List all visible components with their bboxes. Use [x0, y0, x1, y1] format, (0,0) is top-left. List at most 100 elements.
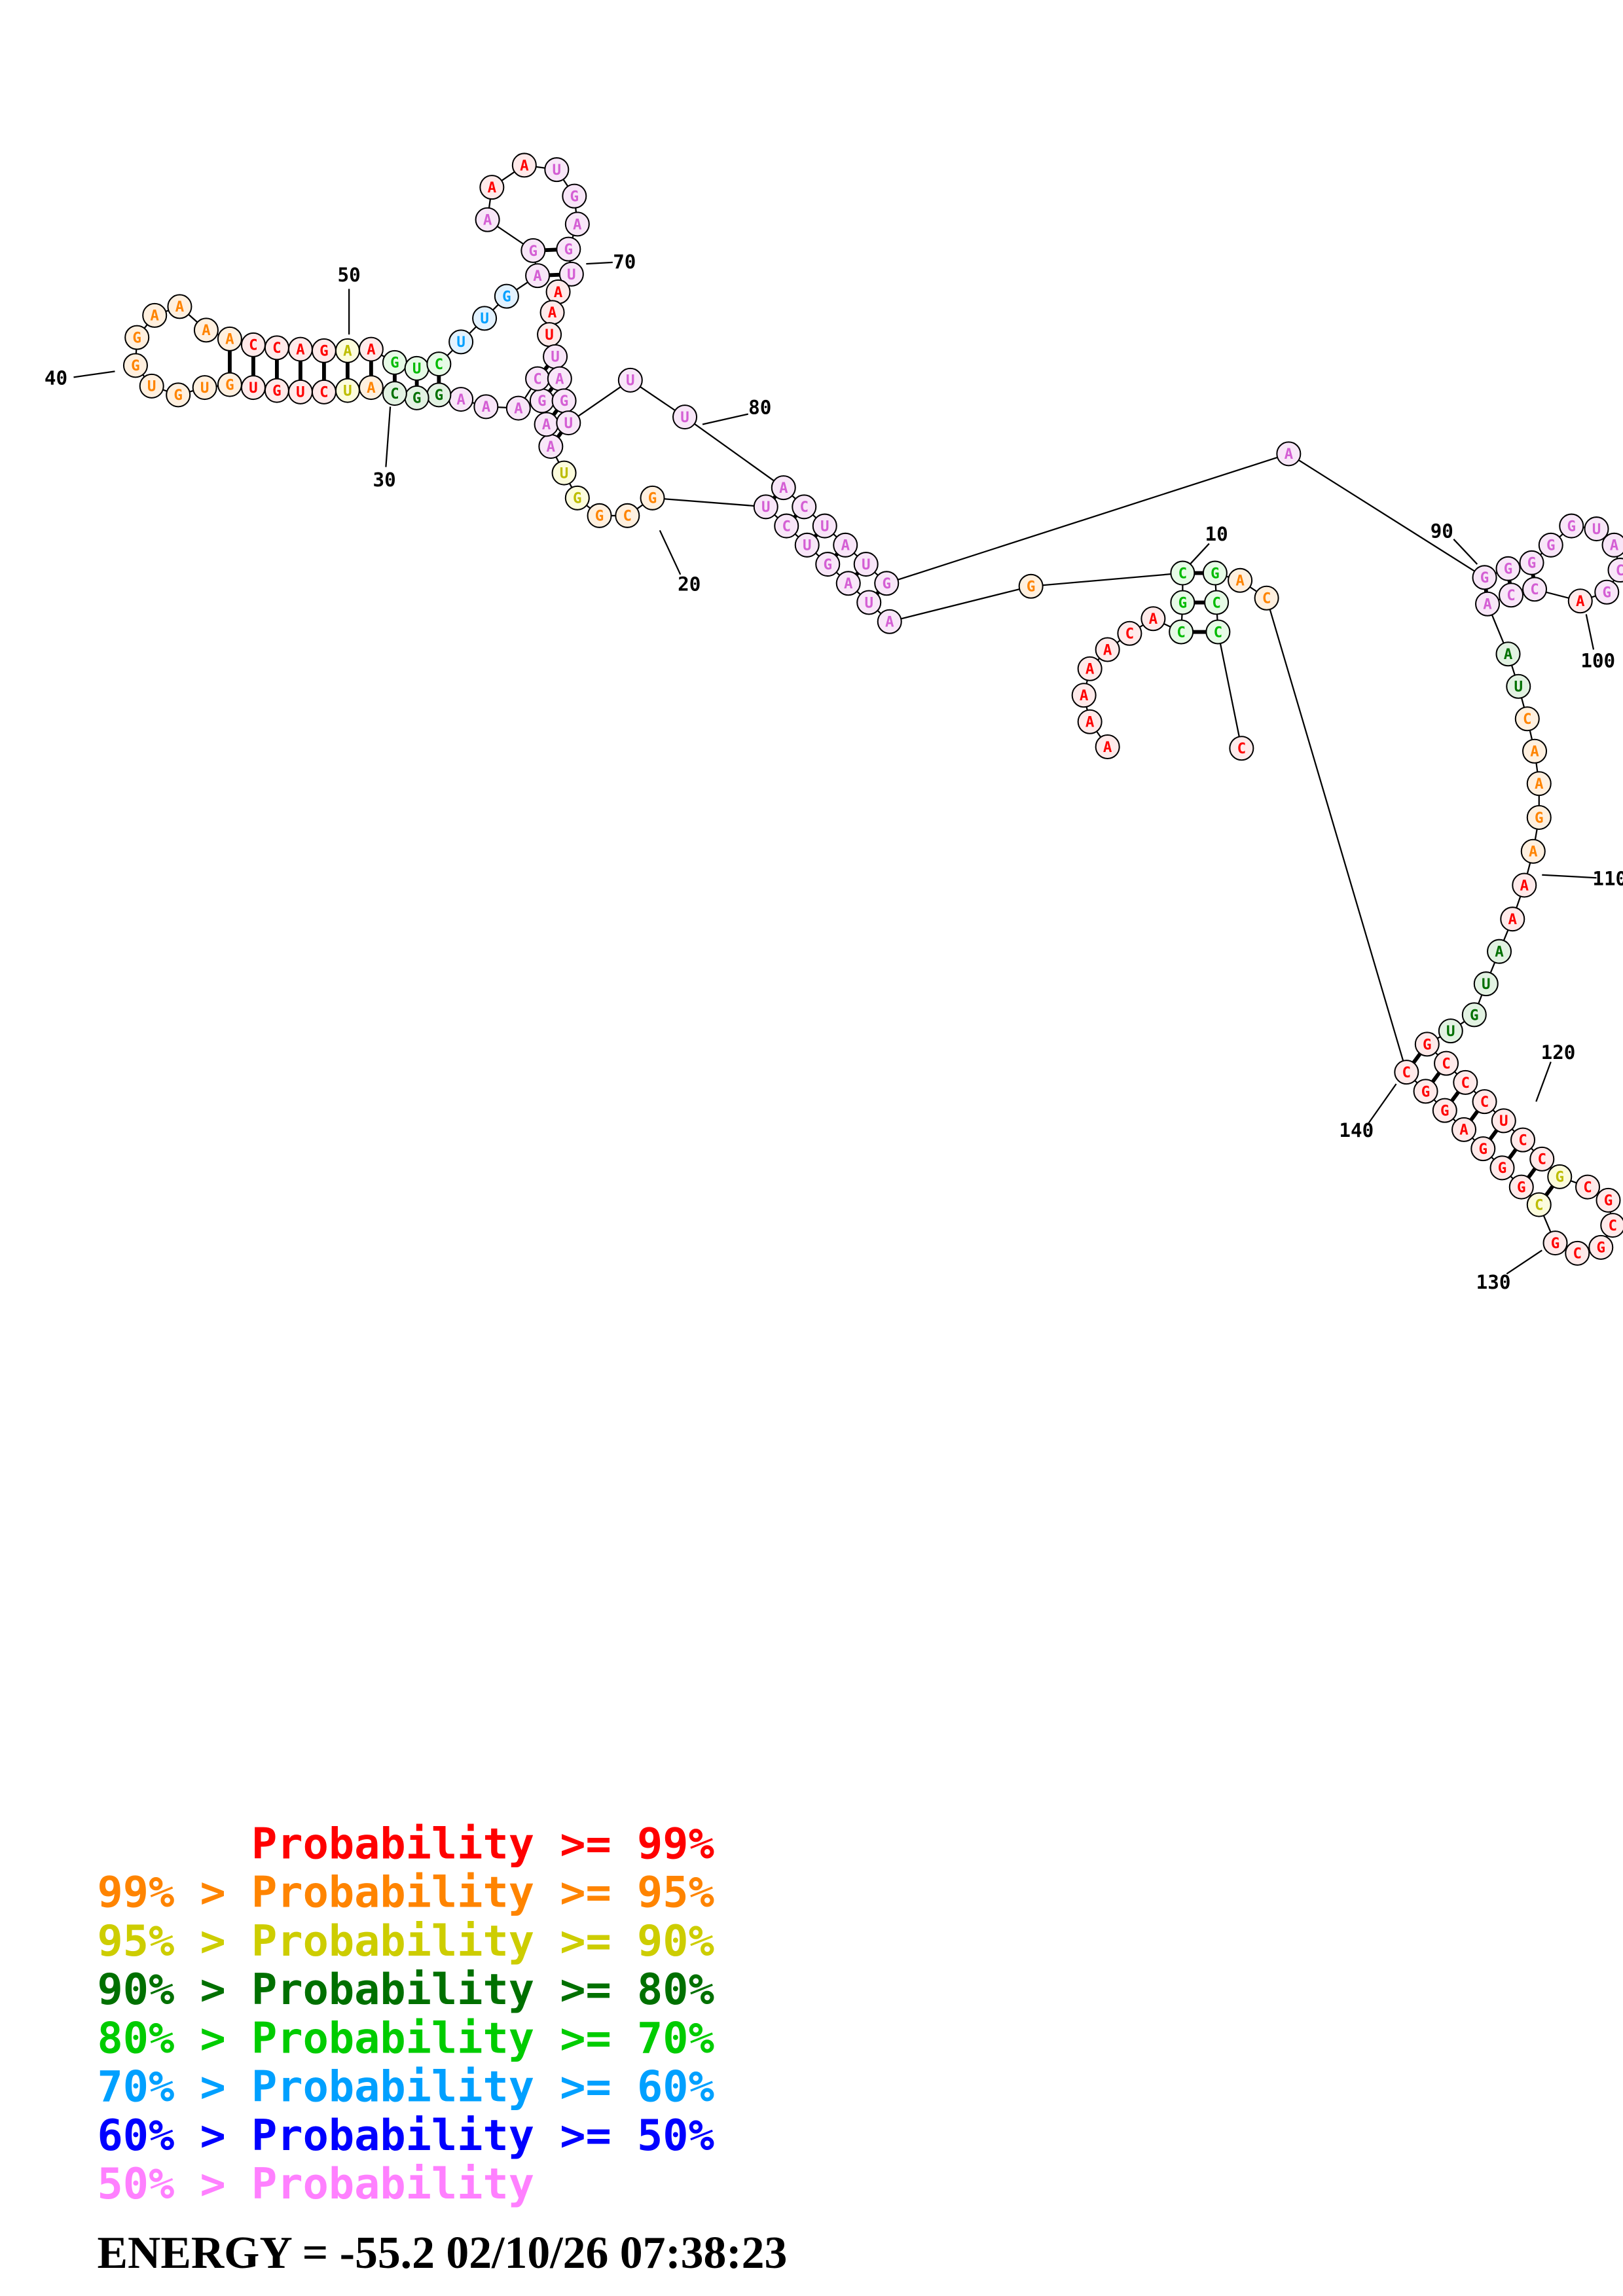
nucleotide-letter: C: [1523, 711, 1532, 728]
nucleotide-G: [1559, 513, 1584, 539]
nucleotide-C: [1254, 585, 1279, 611]
nucleotide-letter: A: [296, 341, 305, 358]
nucleotide-letter: U: [343, 382, 352, 399]
nucleotide-G: [1461, 1002, 1487, 1028]
nucleotide-C: [1169, 619, 1194, 645]
nucleotide-A: [525, 263, 551, 289]
nucleotide-U: [856, 590, 882, 615]
nucleotide-letter: A: [343, 343, 352, 360]
nucleotide-C: [1607, 558, 1623, 583]
nucleotide-letter: U: [249, 380, 258, 397]
nucleotide-letter: U: [1592, 521, 1601, 538]
nucleotide-G: [1594, 579, 1620, 605]
nucleotide-U: [192, 375, 217, 401]
nucleotide-letter: G: [173, 387, 183, 404]
backbone-segment: [568, 379, 631, 424]
nucleotide-U: [556, 410, 581, 436]
label-pointer-line: [1506, 1249, 1542, 1275]
label-pointer-line: [1585, 614, 1595, 650]
nucleotide-A: [217, 326, 242, 351]
nucleotide-letter: A: [1520, 877, 1529, 894]
nucleotide-letter: U: [551, 349, 560, 366]
nucleotide-A: [1077, 656, 1103, 681]
nucleotide-letter: A: [225, 331, 234, 348]
nucleotide-G: [1519, 550, 1544, 575]
nucleotide-letter: C: [1442, 1056, 1451, 1073]
nucleotide-letter: G: [1604, 1193, 1613, 1210]
nucleotide-G: [217, 372, 242, 397]
legend-row: 70% > Probability >= 60%: [97, 2062, 714, 2112]
nucleotide-letter: A: [1576, 593, 1585, 610]
nucleotide-letter: C: [1530, 581, 1539, 598]
nucleotide-G: [1596, 1187, 1621, 1213]
nucleotide-letter: A: [514, 400, 523, 417]
position-label-30: 30: [373, 469, 396, 491]
nucleotide-G: [124, 325, 150, 350]
backbone-segment: [1030, 572, 1183, 587]
nucleotide-letter: U: [147, 378, 156, 395]
nucleotide-G: [1472, 565, 1497, 590]
nucleotide-C: [1565, 1240, 1590, 1266]
nucleotide-letter: G: [564, 242, 574, 259]
position-label-70: 70: [613, 251, 636, 273]
nucleotide-C: [615, 503, 640, 528]
nucleotide-G: [1470, 1136, 1496, 1162]
nucleotide-letter: U: [560, 465, 569, 482]
nucleotide-letter: G: [132, 329, 141, 346]
nucleotide-letter: G: [1567, 518, 1576, 535]
nucleotide-G: [1432, 1098, 1457, 1123]
nucleotide-U: [558, 261, 584, 287]
nucleotide-letter: C: [1176, 624, 1186, 641]
nucleotide-C: [1434, 1050, 1459, 1076]
nucleotide-letter: A: [779, 480, 788, 497]
label-pointer-line: [1535, 1062, 1552, 1102]
nucleotide-U: [812, 513, 837, 539]
nucleotide-A: [1475, 591, 1501, 617]
nucleotide-A: [1095, 637, 1120, 662]
legend-row: 90% > Probability >= 80%: [97, 1965, 714, 2015]
nucleotide-letter: G: [573, 490, 582, 507]
nucleotide-letter: A: [1085, 714, 1095, 731]
nucleotide-A: [473, 394, 499, 420]
nucleotide-letter: U: [1499, 1113, 1508, 1130]
position-label-140: 140: [1339, 1119, 1374, 1141]
backbone-segment: [1217, 632, 1243, 749]
nucleotide-letter: G: [131, 357, 140, 374]
nucleotide-letter: G: [1178, 594, 1188, 611]
nucleotide-A: [1077, 709, 1103, 734]
nucleotide-C: [1526, 1192, 1552, 1217]
position-label-130: 130: [1476, 1271, 1511, 1293]
nucleotide-letter: A: [1535, 776, 1544, 793]
nucleotide-A: [142, 302, 168, 328]
nucleotide-letter: A: [367, 380, 376, 397]
nucleotide-G: [1508, 1174, 1534, 1200]
nucleotide-letter: C: [1538, 1151, 1547, 1168]
nucleotide-C: [1575, 1174, 1601, 1200]
nucleotide-C: [1117, 620, 1142, 646]
position-label-50: 50: [338, 264, 361, 286]
nucleotide-G: [1495, 556, 1521, 581]
nucleotide-G: [494, 283, 519, 309]
nucleotide-letter: C: [1402, 1064, 1412, 1081]
nucleotide-A: [1495, 641, 1521, 667]
nucleotide-C: [1170, 560, 1195, 586]
nucleotide-G: [520, 238, 546, 263]
nucleotide-letter: A: [844, 575, 853, 592]
label-pointer-line: [73, 370, 115, 378]
nucleotide-G: [564, 485, 590, 511]
nucleotide-letter: C: [1262, 590, 1271, 607]
nucleotide-letter: A: [1504, 646, 1513, 663]
nucleotide-letter: C: [1608, 1217, 1617, 1234]
nucleotide-letter: U: [1514, 679, 1523, 696]
nucleotide-letter: U: [564, 415, 574, 432]
nucleotide-letter: U: [862, 556, 871, 573]
nucleotide-U: [544, 157, 570, 183]
nucleotide-U: [794, 532, 820, 558]
nucleotide-C: [1529, 1146, 1555, 1172]
nucleotide-letter: G: [1551, 1235, 1560, 1252]
nucleotide-letter: A: [488, 179, 497, 196]
nucleotide-G: [815, 552, 841, 577]
nucleotide-letter: G: [1555, 1169, 1564, 1186]
nucleotide-A: [167, 294, 192, 319]
nucleotide-letter: G: [595, 508, 604, 525]
